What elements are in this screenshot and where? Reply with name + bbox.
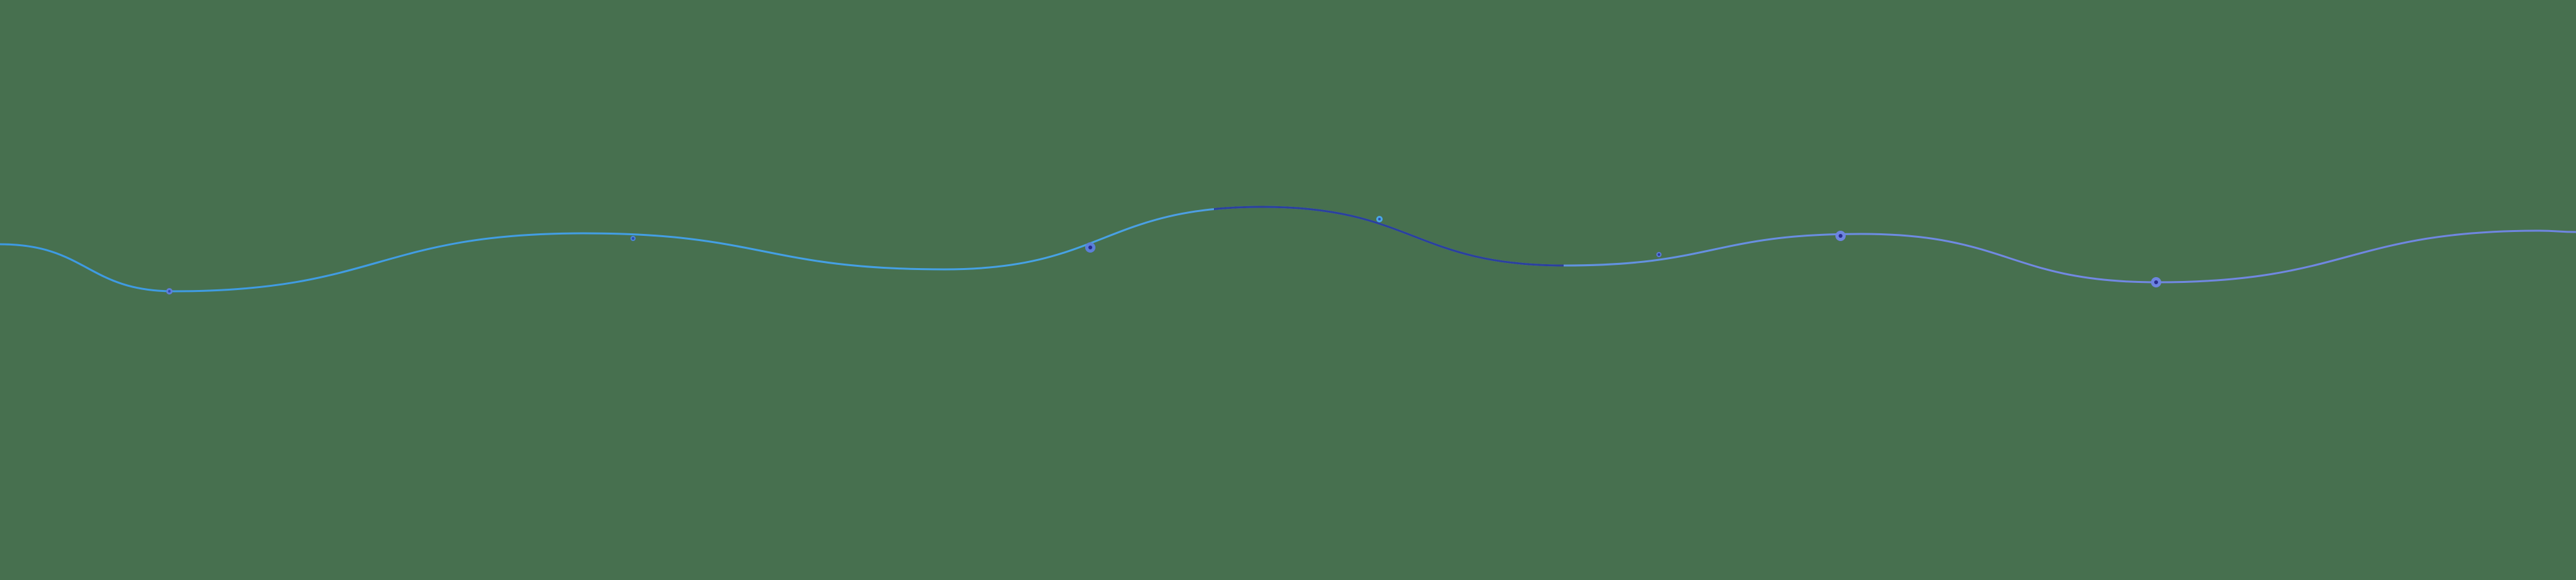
marker-core [2154,280,2158,284]
marker-core [1658,253,1660,256]
data-point-marker[interactable] [1085,242,1095,253]
marker-core [1839,234,1842,238]
wave-line-group [0,206,2576,293]
wave-markers-group [166,216,2161,295]
marker-core [1378,218,1381,220]
data-point-marker[interactable] [2151,277,2161,287]
data-point-marker[interactable] [1656,252,1662,257]
marker-core [1088,246,1092,249]
data-point-marker[interactable] [1835,231,1846,241]
trend-line-highlight-segment [1214,206,1564,267]
data-point-marker[interactable] [630,236,636,241]
trend-line [0,206,2576,293]
data-point-marker[interactable] [1376,216,1383,222]
marker-core [632,237,634,240]
data-point-marker[interactable] [166,288,173,295]
marker-core [168,290,171,293]
